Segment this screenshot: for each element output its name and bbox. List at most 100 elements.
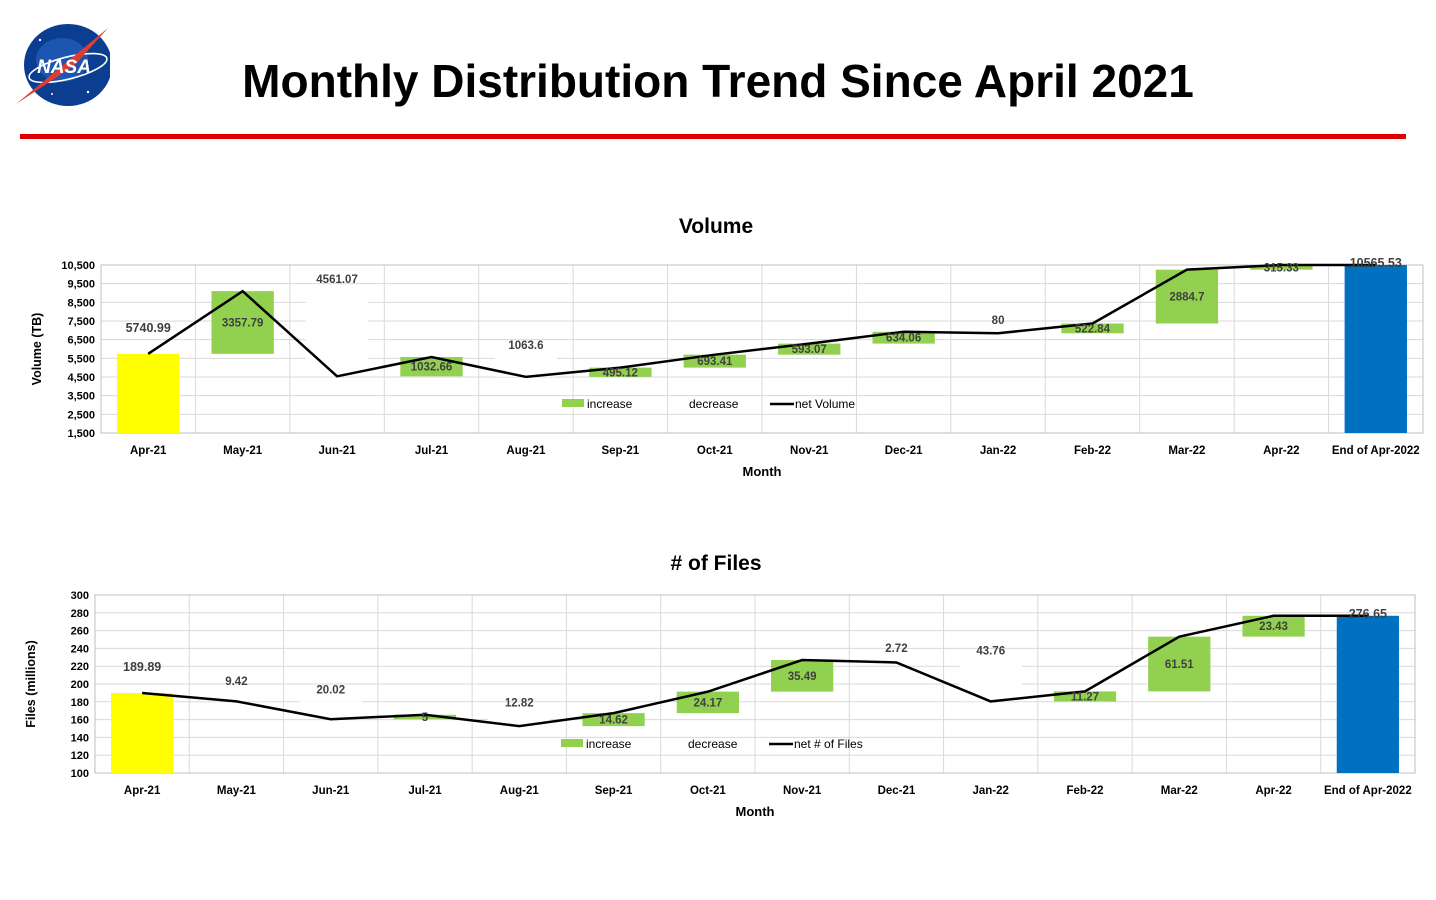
files-data-label: 14.62 bbox=[599, 715, 628, 727]
volume-data-label: 80 bbox=[992, 315, 1005, 327]
files-plot-frame bbox=[94, 594, 1416, 774]
files-legend-increase-swatch bbox=[561, 739, 583, 747]
volume-data-label: 3357.79 bbox=[222, 317, 264, 329]
volume-data-label: 593.07 bbox=[792, 344, 827, 356]
volume-ytick-label: 5,500 bbox=[67, 353, 95, 365]
files-data-label: 61.51 bbox=[1165, 659, 1194, 671]
volume-bar-increase bbox=[1155, 269, 1219, 324]
volume-bar-decrease bbox=[494, 357, 558, 377]
files-data-label: 23.43 bbox=[1259, 621, 1288, 633]
volume-ytick-label: 8,500 bbox=[67, 297, 95, 309]
volume-xtick-label: Feb-22 bbox=[1074, 445, 1111, 457]
page-title: Monthly Distribution Trend Since April 2… bbox=[242, 55, 1194, 107]
files-data-label: 189.89 bbox=[123, 660, 161, 674]
volume-xtick-label: Apr-22 bbox=[1263, 445, 1299, 457]
files-bar-increase bbox=[676, 691, 739, 714]
files-xtick-label: Jan-22 bbox=[972, 785, 1008, 797]
volume-xtick-label: Oct-21 bbox=[697, 445, 733, 457]
files-ytick-label: 180 bbox=[71, 697, 89, 709]
volume-bar-end bbox=[1344, 265, 1407, 433]
files-data-label: 9.42 bbox=[225, 676, 247, 688]
files-ytick-label: 260 bbox=[71, 626, 89, 638]
files-ytick-label: 280 bbox=[71, 608, 89, 620]
files-xtick-label: Apr-21 bbox=[124, 785, 161, 797]
volume-chart: Volume 1,500 2,500 3,500 4,500 5,500 6,500 7,50… bbox=[30, 215, 1424, 479]
volume-bar-increase bbox=[400, 357, 463, 377]
volume-bar-increase bbox=[778, 343, 841, 355]
files-bar-increase bbox=[1148, 636, 1211, 692]
volume-yaxis-title: Volume (TB) bbox=[30, 313, 44, 386]
volume-bar-increase bbox=[872, 331, 935, 344]
volume-xtick-label: Mar-22 bbox=[1168, 445, 1205, 457]
files-bar-increase bbox=[1242, 615, 1305, 637]
files-ytick-label: 220 bbox=[71, 661, 89, 673]
files-chart: # of Files 100 120 140 160 180 200 220 240 260 280… bbox=[24, 552, 1416, 819]
files-ytick-label: 200 bbox=[71, 679, 89, 691]
logo-text: NASA bbox=[37, 57, 91, 78]
volume-plot-frame bbox=[100, 264, 1424, 434]
volume-xtick-label: End of Apr-2022 bbox=[1332, 445, 1420, 457]
volume-data-label: 1032.66 bbox=[411, 362, 453, 374]
volume-data-label: 5740.99 bbox=[126, 321, 171, 335]
volume-data-label: 522.84 bbox=[1075, 323, 1111, 335]
files-yaxis-title: Files (millions) bbox=[24, 640, 38, 728]
volume-data-label: 634.06 bbox=[886, 333, 921, 345]
volume-ytick-label: 9,500 bbox=[67, 279, 95, 291]
files-ytick-label: 160 bbox=[71, 715, 89, 727]
volume-bar-increase bbox=[211, 291, 274, 354]
files-data-label: 2.72 bbox=[885, 643, 907, 655]
volume-title: Volume bbox=[679, 215, 753, 238]
volume-ytick-label: 3,500 bbox=[67, 391, 95, 403]
files-title: # of Files bbox=[670, 552, 761, 575]
files-xtick-label: Nov-21 bbox=[783, 785, 822, 797]
files-xtick-label: Jul-21 bbox=[408, 785, 442, 797]
files-data-label: 276.65 bbox=[1349, 607, 1387, 621]
files-xtick-label: Feb-22 bbox=[1066, 785, 1103, 797]
files-bar-end bbox=[1336, 615, 1399, 773]
files-xtick-label: Apr-22 bbox=[1255, 785, 1291, 797]
volume-xtick-label: Jun-21 bbox=[319, 445, 357, 457]
files-xtick-label: Sep-21 bbox=[595, 785, 633, 797]
files-data-label: 24.17 bbox=[693, 697, 722, 709]
volume-xtick-label: Aug-21 bbox=[506, 445, 546, 457]
volume-ytick-label: 4,500 bbox=[67, 372, 95, 384]
title-divider bbox=[20, 134, 1406, 139]
volume-xtick-label: Jan-22 bbox=[980, 445, 1016, 457]
files-ytick-label: 300 bbox=[71, 590, 89, 602]
volume-ytick-label: 10,500 bbox=[61, 260, 95, 272]
volume-xtick-label: Nov-21 bbox=[790, 445, 829, 457]
volume-data-label: 315.33 bbox=[1264, 262, 1299, 274]
files-legend-increase-label: increase bbox=[586, 737, 632, 751]
volume-net-line bbox=[147, 263, 1376, 379]
files-data-label: 11.27 bbox=[1071, 691, 1099, 703]
volume-xtick-label: May-21 bbox=[223, 445, 263, 457]
files-data-label: 35.49 bbox=[788, 671, 817, 683]
volume-legend-increase-swatch bbox=[562, 399, 584, 407]
files-ytick-label: 100 bbox=[71, 768, 89, 780]
files-bar-decrease bbox=[959, 662, 1022, 702]
volume-xtick-label: Jul-21 bbox=[415, 445, 449, 457]
volume-data-label: 693.41 bbox=[697, 356, 733, 368]
files-xtick-label: May-21 bbox=[217, 785, 257, 797]
volume-ytick-label: 7,500 bbox=[67, 316, 95, 328]
volume-ytick-label: 2,500 bbox=[67, 409, 95, 421]
volume-data-label: 495.12 bbox=[603, 367, 638, 379]
files-net-line bbox=[142, 614, 1368, 728]
files-bar-decrease bbox=[299, 701, 362, 720]
files-xtick-label: Mar-22 bbox=[1161, 785, 1198, 797]
files-xtick-label: Aug-21 bbox=[500, 785, 540, 797]
volume-legend-net-label: net Volume bbox=[795, 397, 855, 411]
files-xtick-label: Dec-21 bbox=[878, 785, 916, 797]
volume-data-label: 10565.53 bbox=[1350, 256, 1402, 270]
volume-legend-decrease-label: decrease bbox=[689, 397, 739, 411]
volume-bar-increase bbox=[1250, 265, 1313, 270]
files-bar-increase bbox=[1053, 691, 1117, 702]
volume-bar-start bbox=[117, 353, 180, 433]
files-legend-net-label: net # of Files bbox=[794, 737, 863, 751]
files-xtick-label: Oct-21 bbox=[690, 785, 726, 797]
volume-xtick-label: Apr-21 bbox=[130, 445, 167, 457]
volume-xtick-label: Dec-21 bbox=[885, 445, 923, 457]
files-ytick-label: 140 bbox=[71, 732, 89, 744]
files-xtick-label: Jun-21 bbox=[312, 785, 350, 797]
volume-ytick-label: 1,500 bbox=[67, 428, 95, 440]
